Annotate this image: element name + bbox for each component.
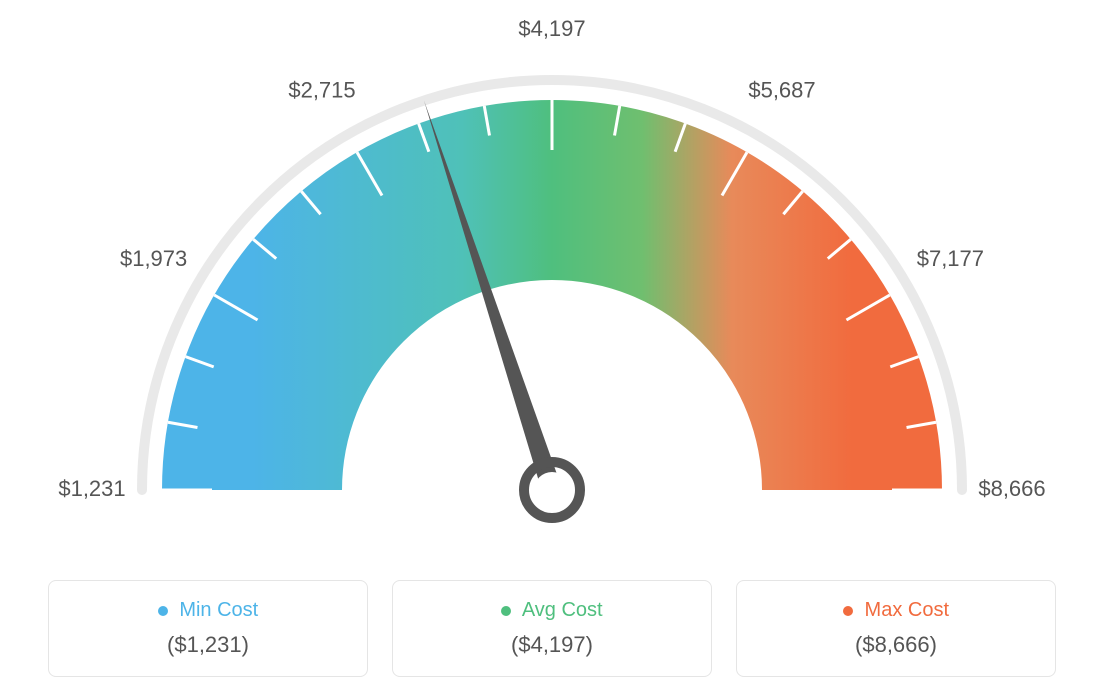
svg-text:$2,715: $2,715: [288, 77, 355, 102]
legend-value-max: ($8,666): [757, 632, 1035, 658]
legend-card-avg: Avg Cost ($4,197): [392, 580, 712, 677]
dot-icon-avg: [501, 606, 511, 616]
chart-container: $1,231 $1,973 $2,715 $4,197 $5,687 $7,177 $8,6…: [20, 20, 1084, 670]
svg-text:$7,177: $7,177: [917, 246, 984, 271]
legend-row: Min Cost ($1,231) Avg Cost ($4,197) Max …: [48, 580, 1056, 677]
legend-title-avg-text: Avg Cost: [522, 599, 603, 621]
svg-text:$1,973: $1,973: [120, 246, 187, 271]
gauge-svg: $1,231 $1,973 $2,715 $4,197 $5,687 $7,177 $8,6…: [20, 20, 1084, 560]
legend-title-min: Min Cost: [69, 599, 347, 622]
legend-card-max: Max Cost ($8,666): [736, 580, 1056, 677]
svg-text:$4,197: $4,197: [518, 20, 585, 41]
legend-title-avg: Avg Cost: [413, 599, 691, 622]
svg-text:$1,231: $1,231: [58, 476, 125, 501]
svg-text:$5,687: $5,687: [748, 77, 815, 102]
legend-value-avg: ($4,197): [413, 632, 691, 658]
legend-card-min: Min Cost ($1,231): [48, 580, 368, 677]
legend-title-max-text: Max Cost: [865, 599, 949, 621]
dot-icon-min: [158, 606, 168, 616]
svg-text:$8,666: $8,666: [978, 476, 1045, 501]
legend-title-max: Max Cost: [757, 599, 1035, 622]
legend-value-min: ($1,231): [69, 632, 347, 658]
dot-icon-max: [843, 606, 853, 616]
gauge-chart: $1,231 $1,973 $2,715 $4,197 $5,687 $7,177 $8,6…: [20, 20, 1084, 560]
legend-title-min-text: Min Cost: [179, 599, 258, 621]
